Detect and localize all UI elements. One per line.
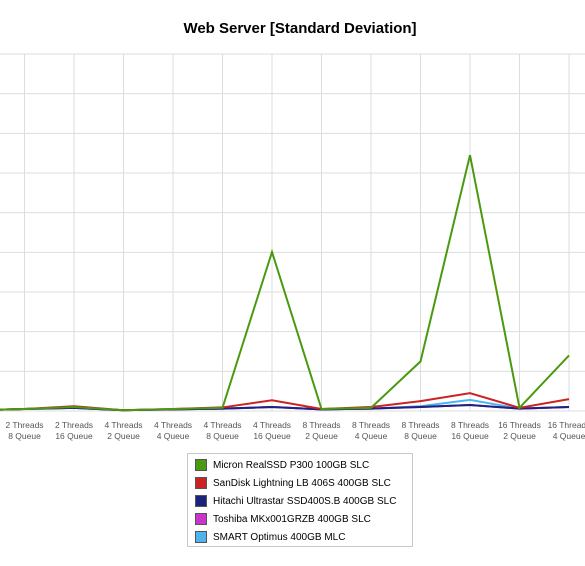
x-tick-label: 16 Queue [55, 431, 93, 441]
x-tick-label: 4 Threads [203, 420, 241, 430]
legend-item: Toshiba MKx001GRZB 400GB SLC [190, 510, 412, 528]
legend-item: SanDisk Lightning LB 406S 400GB SLC [190, 474, 412, 492]
x-tick-label: 16 Threads [548, 420, 585, 430]
x-tick-label: 2 Threads [5, 420, 43, 430]
x-tick-label: 4 Queue [355, 431, 388, 441]
series-line [0, 154, 570, 412]
x-tick-label: 8 Threads [352, 420, 390, 430]
x-tick-label: 8 Queue [404, 431, 437, 441]
legend-label: Toshiba MKx001GRZB 400GB SLC [213, 513, 371, 525]
legend-label: SanDisk Lightning LB 406S 400GB SLC [213, 477, 391, 489]
legend-label: Hitachi Ultrastar SSD400S.B 400GB SLC [213, 495, 397, 507]
x-tick-label: 4 Queue [157, 431, 190, 441]
x-tick-label: 2 Queue [503, 431, 536, 441]
x-tick-label: 16 Threads [498, 420, 541, 430]
x-tick-label: 2 Queue [305, 431, 338, 441]
x-tick-label: 4 Queue [553, 431, 585, 441]
legend-swatch [195, 477, 207, 489]
x-tick-label: 4 Threads [154, 420, 192, 430]
x-tick-label: 16 Queue [451, 431, 489, 441]
x-tick-label: 8 Queue [206, 431, 239, 441]
x-tick-label: 8 Queue [8, 431, 41, 441]
legend-swatch [195, 513, 207, 525]
chart-title: Web Server [Standard Deviation] [183, 20, 417, 37]
legend-swatch [195, 495, 207, 507]
legend-label: Micron RealSSD P300 100GB SLC [213, 459, 370, 471]
x-tick-label: 2 Queue [107, 431, 140, 441]
legend-label: SMART Optimus 400GB MLC [213, 531, 346, 543]
legend-item: Hitachi Ultrastar SSD400S.B 400GB SLC [190, 492, 412, 510]
x-tick-label: 4 Threads [253, 420, 291, 430]
legend-swatch [195, 531, 207, 543]
x-tick-label: 16 Queue [253, 431, 291, 441]
x-tick-label: 2 Threads [55, 420, 93, 430]
x-tick-label: 8 Threads [302, 420, 340, 430]
legend-item: Micron RealSSD P300 100GB SLC [190, 456, 412, 474]
x-tick-label: 4 Threads [104, 420, 142, 430]
x-tick-label: 8 Threads [401, 420, 439, 430]
legend-swatch [195, 459, 207, 471]
legend: Micron RealSSD P300 100GB SLC SanDisk Lig… [187, 453, 413, 547]
x-tick-label: 8 Threads [451, 420, 489, 430]
legend-item: SMART Optimus 400GB MLC [190, 528, 412, 546]
